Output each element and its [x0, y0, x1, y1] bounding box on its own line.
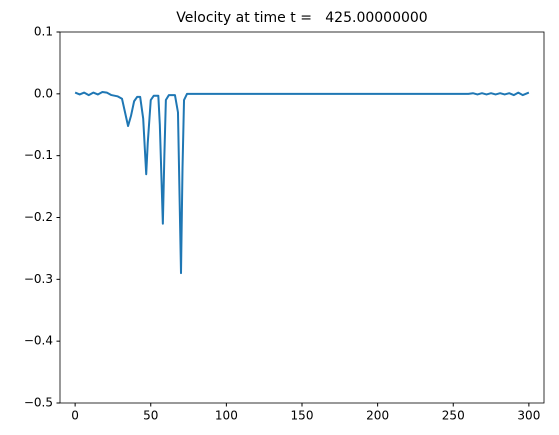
x-tick-label: 150: [291, 409, 314, 423]
x-tick-label: 250: [442, 409, 465, 423]
line-series: [74, 90, 530, 275]
x-tick-label: 200: [366, 409, 389, 423]
x-tick-label: 0: [71, 409, 79, 423]
plot-frame: [59, 31, 545, 404]
y-tick-label: −0.4: [24, 334, 53, 348]
x-tick-label: 300: [517, 409, 540, 423]
y-tick-label: −0.5: [24, 396, 53, 410]
x-tick-label: 100: [215, 409, 238, 423]
chart-title: Velocity at time t = 425.00000000: [176, 10, 427, 26]
y-tick-label: −0.1: [24, 148, 53, 162]
y-tick-label: −0.2: [24, 210, 53, 224]
y-tick-label: −0.3: [24, 272, 53, 286]
y-tick-label: 0.0: [34, 86, 53, 100]
x-tick-label: 50: [143, 409, 158, 423]
y-tick-label: 0.1: [34, 25, 53, 39]
